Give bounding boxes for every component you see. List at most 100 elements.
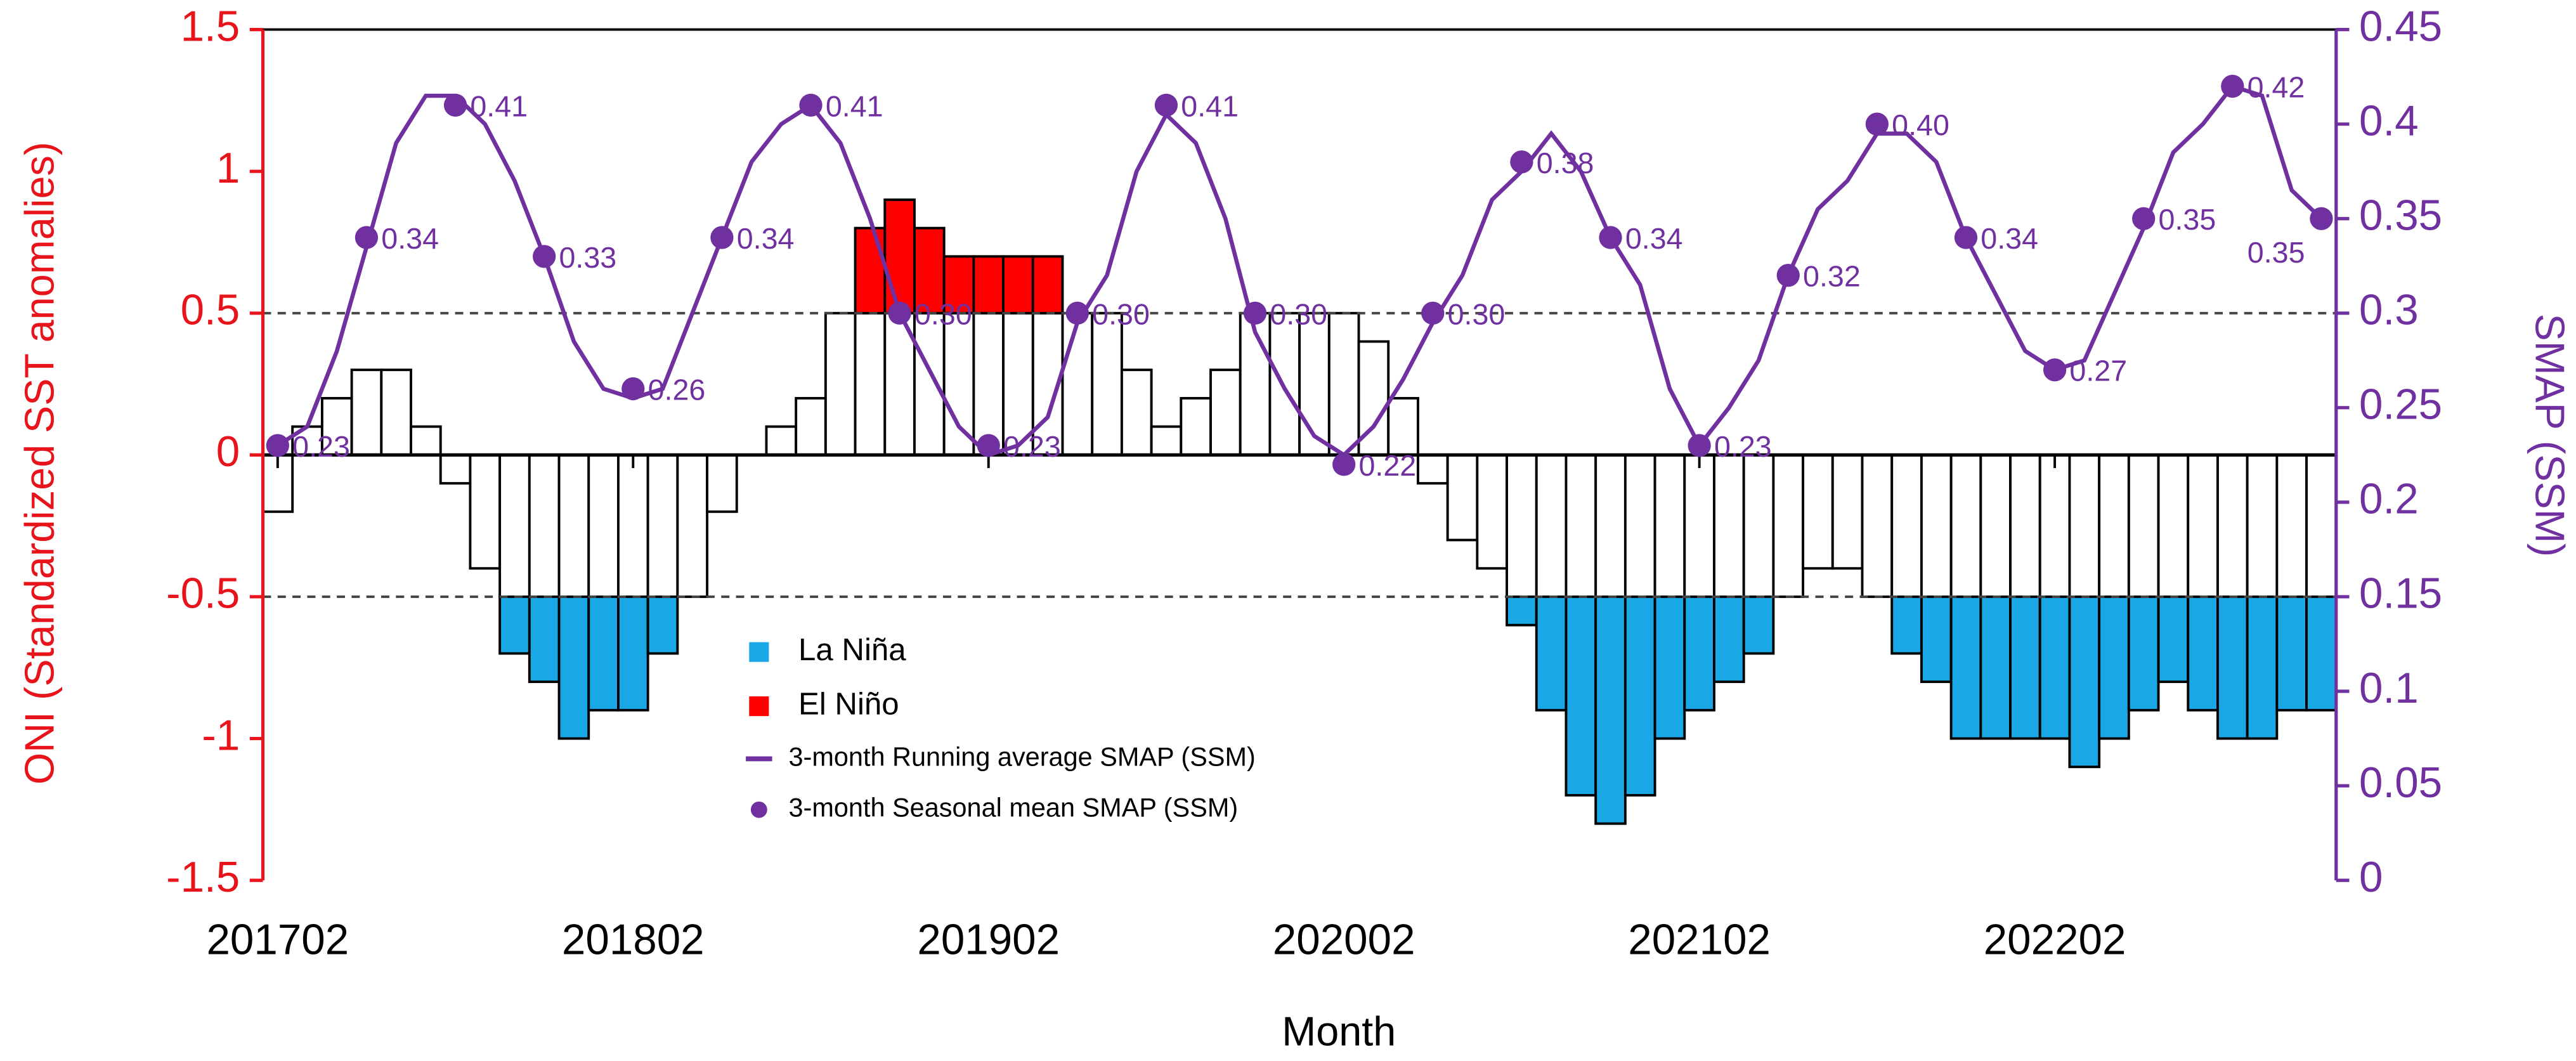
x-tick-label: 202002	[1273, 916, 1415, 963]
y2-tick-label: 0	[2359, 854, 2383, 901]
bar-la-nina	[1506, 596, 1538, 627]
smap-point	[1243, 301, 1267, 325]
bar-la-nina	[2038, 596, 2071, 740]
smap-point	[1865, 112, 1889, 136]
data-label: 0.23	[1003, 430, 1061, 463]
data-label: 0.30	[1448, 297, 1506, 330]
bar	[1683, 453, 1715, 598]
bar	[1268, 311, 1301, 457]
data-label: 0.42	[2247, 71, 2305, 104]
bar-la-nina	[1535, 596, 1568, 712]
smap-point	[621, 377, 645, 401]
smap-point	[1688, 434, 1711, 457]
smap-point	[1510, 150, 1533, 174]
bar-la-nina	[587, 596, 620, 712]
bar-la-nina	[2009, 596, 2041, 740]
bar	[1209, 368, 1242, 457]
smap-point	[977, 434, 1000, 457]
data-label: 0.34	[381, 222, 439, 255]
bar	[2068, 453, 2101, 598]
bar	[2187, 453, 2219, 598]
bar-la-nina	[1564, 596, 1597, 797]
bar	[1713, 453, 1745, 598]
bar	[1920, 453, 1953, 598]
bar-la-nina	[1623, 596, 1656, 797]
y-tick-label: -1	[202, 712, 240, 759]
bar	[439, 453, 472, 485]
data-label: 0.40	[1892, 108, 1949, 141]
data-label: 0.23	[1714, 430, 1772, 463]
bar	[2038, 453, 2071, 598]
bar	[616, 453, 649, 598]
data-label: 0.35	[2247, 236, 2305, 269]
bar	[2275, 453, 2308, 598]
x-tick-label: 201702	[206, 916, 349, 963]
smap-point	[355, 226, 379, 249]
legend-swatch	[749, 696, 769, 717]
y2-tick-label: 0.2	[2359, 476, 2419, 523]
y-tick-label: 0.5	[181, 287, 240, 334]
y2-tick-label: 0.35	[2359, 192, 2442, 240]
smap-point	[888, 301, 911, 325]
y2-tick-label: 0.25	[2359, 381, 2442, 429]
bar-la-nina	[2127, 596, 2160, 712]
data-label: 0.34	[1981, 222, 2038, 255]
bar-el-nino	[854, 226, 887, 315]
bar	[676, 453, 708, 598]
bar	[1120, 368, 1153, 457]
bar-la-nina	[1890, 596, 1923, 655]
smap-point	[2043, 358, 2067, 382]
data-label: 0.30	[1092, 297, 1150, 330]
bar	[2009, 453, 2041, 598]
bar-el-nino	[1031, 255, 1064, 315]
y2-axis-label: SMAP (SSM)	[2527, 313, 2573, 557]
y-tick-label: 1.5	[181, 3, 240, 50]
y-tick-label: 1	[216, 145, 240, 192]
data-label: 0.41	[826, 89, 883, 122]
bar	[1890, 453, 1923, 598]
data-label: 0.30	[1270, 297, 1327, 330]
data-label: 0.41	[470, 89, 528, 122]
bar	[1061, 311, 1094, 457]
bar	[706, 453, 738, 513]
bar	[2127, 453, 2160, 598]
bar	[1180, 396, 1212, 457]
bar	[1653, 453, 1686, 598]
y2-tick-label: 0.1	[2359, 665, 2419, 712]
smap-line	[276, 84, 2323, 458]
smap-point	[1154, 93, 1178, 117]
smap-point	[1421, 301, 1445, 325]
bar-la-nina	[1713, 596, 1745, 684]
smap-point	[2310, 207, 2333, 230]
legend-label: El Niño	[798, 687, 899, 722]
bar	[1002, 311, 1034, 457]
legend-dot	[750, 801, 767, 818]
y-axis-label: ONI (Standardized SST anomalies)	[16, 142, 62, 785]
legend-label: 3-month Seasonal mean SMAP (SSM)	[788, 793, 1238, 823]
bar-la-nina	[1653, 596, 1686, 740]
bar-la-nina	[2098, 596, 2130, 740]
bar	[1446, 453, 1479, 542]
data-label: 0.27	[2069, 355, 2127, 387]
legend-swatch	[749, 642, 769, 662]
bar-la-nina	[616, 596, 649, 712]
bar	[587, 453, 620, 598]
bar	[557, 453, 590, 598]
bar	[2157, 453, 2190, 598]
bar	[646, 453, 679, 598]
smap-point	[2221, 74, 2244, 98]
bar-la-nina	[1594, 596, 1627, 825]
bar	[2216, 453, 2249, 598]
y2-tick-label: 0.3	[2359, 287, 2419, 334]
data-label: 0.30	[914, 297, 972, 330]
bar	[410, 425, 442, 457]
y2-tick-label: 0.45	[2359, 3, 2442, 50]
bar	[1476, 453, 1509, 570]
bar	[2246, 453, 2279, 598]
bar	[528, 453, 561, 598]
bar	[1623, 453, 1656, 598]
data-label: 0.34	[737, 222, 795, 255]
bar-la-nina	[528, 596, 561, 684]
bar	[1150, 425, 1183, 457]
